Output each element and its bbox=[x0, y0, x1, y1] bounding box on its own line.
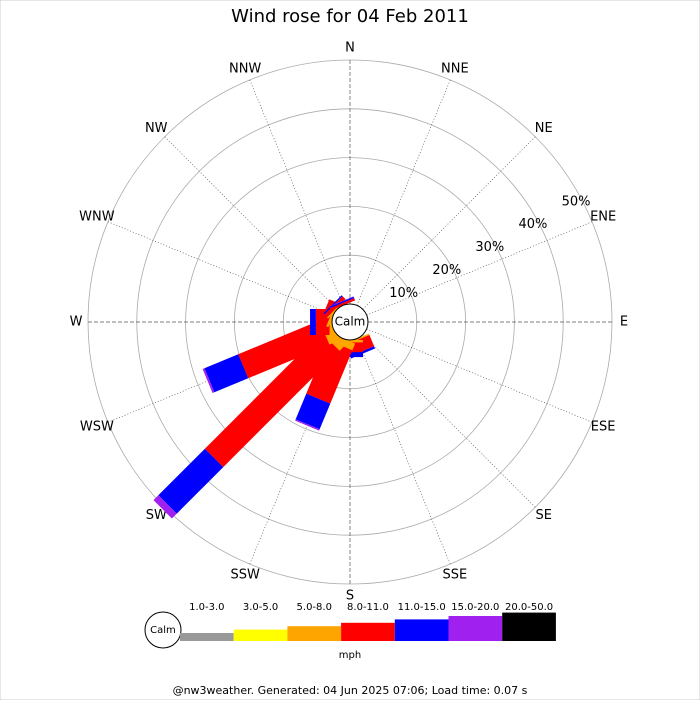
direction-label: SSW bbox=[230, 568, 260, 583]
radial-tick-label: 50% bbox=[562, 194, 591, 209]
legend-swatch bbox=[341, 622, 395, 641]
direction-label: SE bbox=[536, 508, 552, 523]
wind-bar-segment bbox=[204, 354, 249, 393]
direction-label: SW bbox=[146, 508, 167, 523]
wind-bar-segment bbox=[337, 340, 363, 343]
legend-label: 5.0-8.0 bbox=[297, 602, 332, 613]
direction-label: N bbox=[345, 41, 355, 56]
direction-label: ESE bbox=[591, 419, 616, 434]
radial-tick-label: 30% bbox=[475, 240, 504, 255]
wind-bar-segment bbox=[238, 320, 330, 379]
legend-swatch bbox=[180, 633, 234, 641]
legend-swatch bbox=[502, 612, 556, 641]
direction-label: NNE bbox=[441, 61, 469, 76]
legend-label: 20.0-50.0 bbox=[505, 602, 553, 613]
legend-swatch bbox=[287, 626, 342, 641]
direction-label: NNW bbox=[229, 61, 261, 76]
legend-label: 11.0-15.0 bbox=[398, 602, 446, 613]
calm-circle bbox=[331, 303, 369, 341]
legend-swatch bbox=[448, 616, 503, 641]
radial-tick-label: 20% bbox=[432, 263, 461, 278]
wind-bar-segment bbox=[310, 309, 316, 335]
wind-bar-segment bbox=[329, 296, 354, 307]
footer: @nw3weather. Generated: 04 Jun 2025 07:0… bbox=[173, 684, 528, 697]
wind-bar-segment bbox=[295, 393, 331, 430]
radial-tick-label: 10% bbox=[389, 286, 418, 301]
legend-label: 15.0-20.0 bbox=[451, 602, 499, 613]
legend-unit: mph bbox=[339, 650, 361, 661]
legend-label: 3.0-5.0 bbox=[243, 602, 278, 613]
legend-label: 8.0-11.0 bbox=[347, 602, 389, 613]
direction-label: S bbox=[346, 589, 354, 604]
wind-bar-segment bbox=[329, 296, 355, 309]
direction-label: SSE bbox=[442, 568, 467, 583]
calm-label: Calm bbox=[335, 315, 366, 329]
legend-calm-label: Calm bbox=[150, 625, 176, 636]
direction-label: NE bbox=[535, 121, 553, 136]
wind-bar-segment bbox=[330, 298, 356, 311]
wind-bar-segment bbox=[204, 332, 340, 468]
legend-label: 1.0-3.0 bbox=[189, 602, 224, 613]
direction-label: NW bbox=[145, 121, 168, 136]
legend-swatch bbox=[233, 629, 288, 641]
direction-label: E bbox=[620, 315, 628, 330]
wind-bar-segment bbox=[295, 419, 320, 431]
direction-label: W bbox=[70, 315, 83, 330]
wind-bar-segment bbox=[306, 340, 353, 404]
wind-bar-segment bbox=[158, 448, 224, 514]
direction-label: WSW bbox=[80, 419, 114, 434]
wind-bar-segment bbox=[202, 368, 215, 394]
chart-title: Wind rose for 04 Feb 2011 bbox=[231, 6, 469, 27]
radial-tick-label: 40% bbox=[518, 217, 547, 232]
legend-calm-circle bbox=[144, 611, 182, 649]
direction-label: ENE bbox=[590, 210, 616, 225]
legend-swatch bbox=[394, 619, 449, 641]
direction-label: WNW bbox=[79, 210, 115, 225]
wind-bar-segment bbox=[153, 495, 177, 519]
